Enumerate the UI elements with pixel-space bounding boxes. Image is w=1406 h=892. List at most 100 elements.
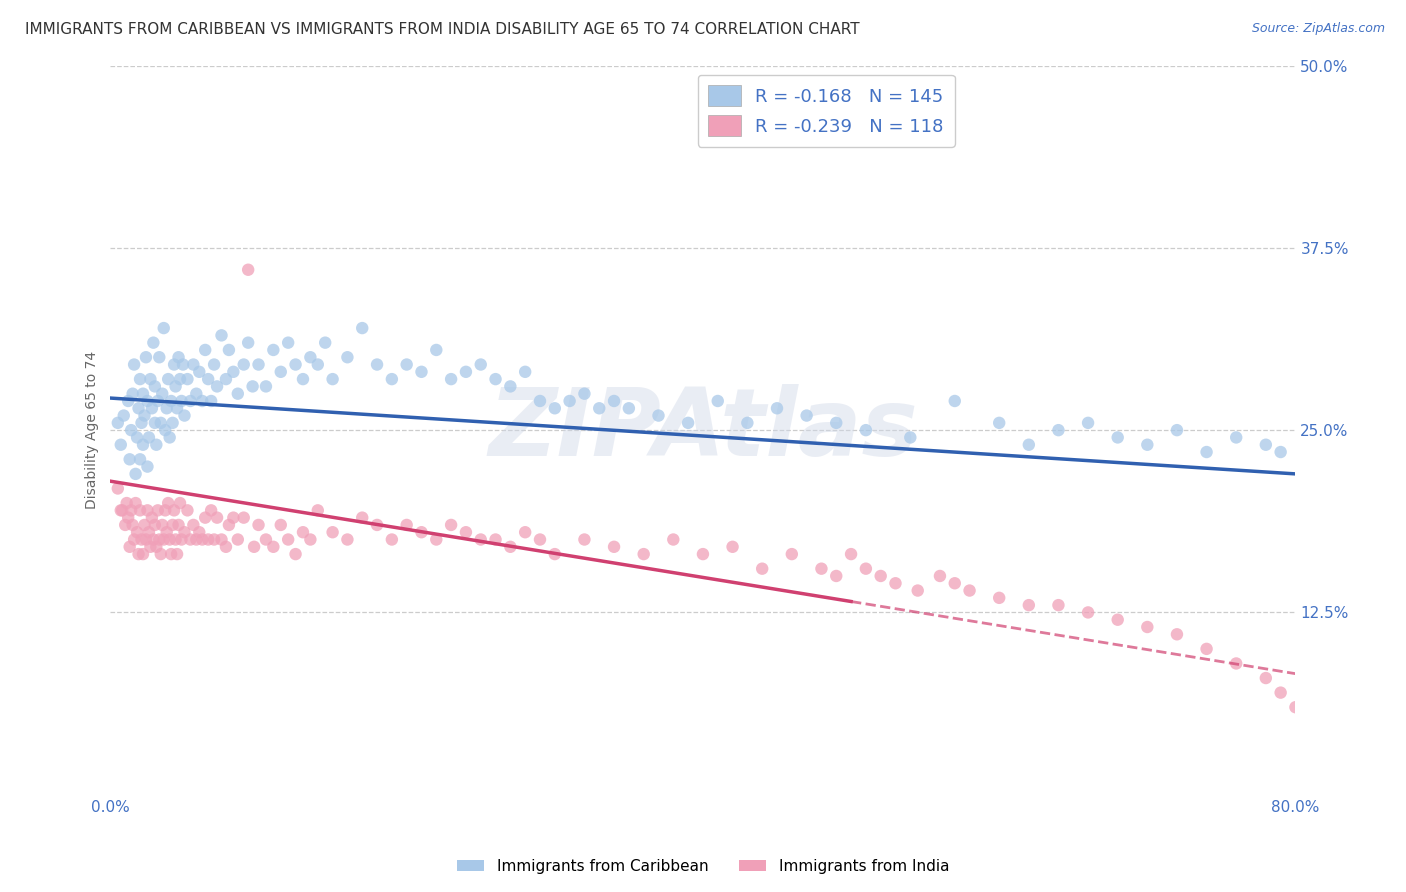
Point <box>222 365 245 379</box>
Point <box>943 576 966 591</box>
Point <box>322 372 344 386</box>
Point <box>134 517 156 532</box>
Point <box>662 533 685 547</box>
Point <box>124 496 146 510</box>
Point <box>558 394 581 409</box>
Point <box>163 503 186 517</box>
Point <box>188 525 211 540</box>
Point <box>499 379 522 393</box>
Point <box>222 510 245 524</box>
Point <box>136 459 159 474</box>
Point <box>125 430 148 444</box>
Point <box>142 533 165 547</box>
Y-axis label: Disability Age 65 to 74: Disability Age 65 to 74 <box>86 351 100 509</box>
Point <box>929 569 952 583</box>
Point <box>855 423 877 437</box>
Point <box>226 533 249 547</box>
Point <box>197 533 219 547</box>
Point <box>120 423 142 437</box>
Point <box>226 386 249 401</box>
Point <box>132 438 155 452</box>
Point <box>395 517 418 532</box>
Point <box>766 401 789 416</box>
Point <box>135 533 157 547</box>
Point <box>205 510 228 524</box>
Point <box>869 569 891 583</box>
Point <box>381 533 404 547</box>
Point <box>1284 700 1306 714</box>
Point <box>262 540 284 554</box>
Point <box>1047 423 1070 437</box>
Point <box>1254 671 1277 685</box>
Point <box>515 365 537 379</box>
Point <box>150 386 173 401</box>
Point <box>142 335 165 350</box>
Point <box>157 496 180 510</box>
Point <box>352 510 374 524</box>
Point <box>307 358 329 372</box>
Point <box>129 372 152 386</box>
Point <box>574 386 596 401</box>
Point <box>780 547 803 561</box>
Point <box>603 540 626 554</box>
Point <box>1136 620 1159 634</box>
Point <box>425 343 447 357</box>
Point <box>125 525 148 540</box>
Point <box>425 533 447 547</box>
Point <box>120 503 142 517</box>
Point <box>1195 641 1218 656</box>
Point <box>156 401 179 416</box>
Point <box>270 365 292 379</box>
Point <box>107 416 129 430</box>
Point <box>157 372 180 386</box>
Point <box>1225 430 1247 444</box>
Point <box>166 547 188 561</box>
Point <box>128 401 150 416</box>
Point <box>205 379 228 393</box>
Point <box>277 533 299 547</box>
Point <box>211 533 233 547</box>
Point <box>160 394 183 409</box>
Point <box>721 540 744 554</box>
Point <box>176 372 198 386</box>
Point <box>1107 430 1129 444</box>
Point <box>129 503 152 517</box>
Point <box>247 358 270 372</box>
Point <box>186 533 208 547</box>
Point <box>139 372 162 386</box>
Point <box>191 394 214 409</box>
Point <box>128 547 150 561</box>
Point <box>173 525 195 540</box>
Point <box>134 409 156 423</box>
Point <box>115 496 138 510</box>
Point <box>117 394 139 409</box>
Point <box>143 517 166 532</box>
Point <box>988 416 1011 430</box>
Point <box>284 358 307 372</box>
Point <box>194 343 217 357</box>
Point <box>141 401 163 416</box>
Point <box>148 533 170 547</box>
Point <box>238 335 260 350</box>
Point <box>129 452 152 467</box>
Text: IMMIGRANTS FROM CARIBBEAN VS IMMIGRANTS FROM INDIA DISABILITY AGE 65 TO 74 CORRE: IMMIGRANTS FROM CARIBBEAN VS IMMIGRANTS … <box>25 22 860 37</box>
Point <box>898 430 921 444</box>
Point <box>855 562 877 576</box>
Point <box>169 372 191 386</box>
Point <box>218 517 240 532</box>
Point <box>149 416 172 430</box>
Point <box>197 372 219 386</box>
Point <box>176 503 198 517</box>
Point <box>121 517 143 532</box>
Text: Source: ZipAtlas.com: Source: ZipAtlas.com <box>1251 22 1385 36</box>
Point <box>284 547 307 561</box>
Point <box>179 533 201 547</box>
Point <box>336 350 359 364</box>
Point <box>211 328 233 343</box>
Point <box>143 416 166 430</box>
Point <box>146 503 169 517</box>
Point <box>170 533 193 547</box>
Point <box>145 540 167 554</box>
Point <box>183 358 205 372</box>
Point <box>136 503 159 517</box>
